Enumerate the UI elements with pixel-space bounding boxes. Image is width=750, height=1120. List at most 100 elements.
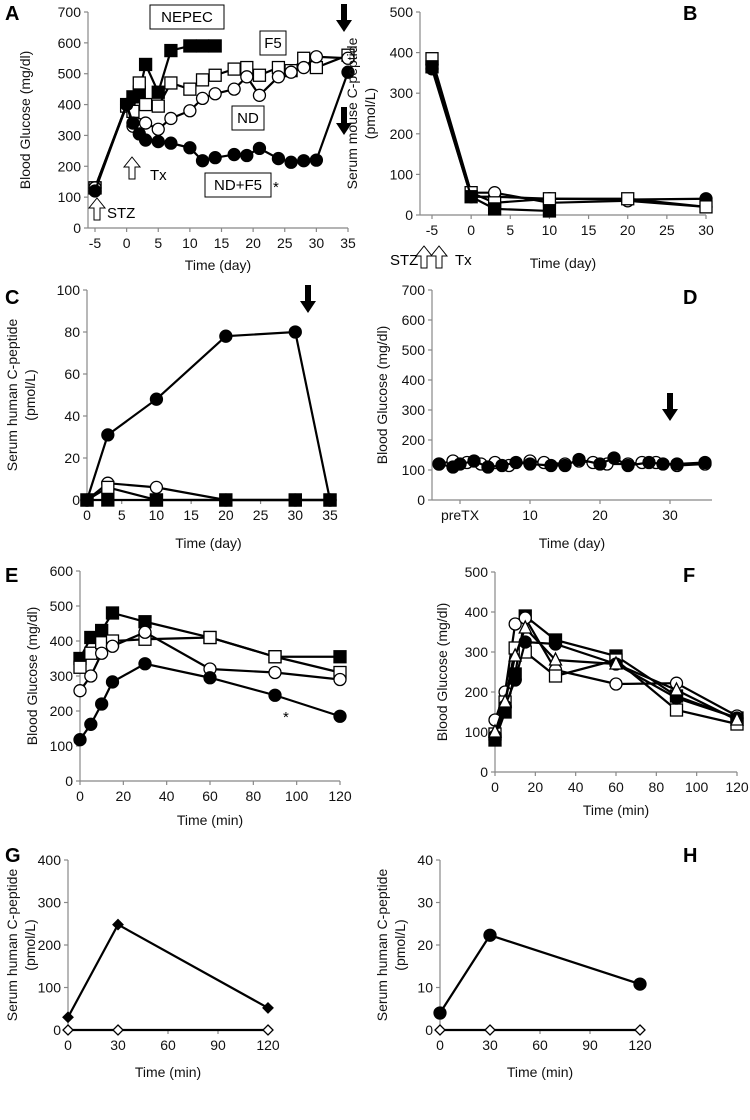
data-point — [227, 82, 241, 96]
data-point — [309, 50, 324, 64]
x-tick-label: 30 — [287, 507, 303, 523]
data-point — [183, 141, 197, 155]
data-point — [508, 647, 523, 662]
data-point — [208, 39, 222, 53]
data-point — [208, 150, 222, 165]
data-point — [95, 697, 109, 711]
y-axis-label: Serum mouse C-peptide — [344, 37, 360, 189]
series-ND+F5 — [80, 325, 337, 507]
annotation-label: ND+F5 — [214, 177, 262, 194]
x-tick-label: 10 — [182, 235, 198, 251]
data-point — [138, 57, 153, 72]
y-axis-label-unit: (pmol/L) — [362, 88, 378, 139]
down-arrow-icon — [662, 393, 678, 421]
series-NEPEC — [425, 60, 557, 218]
data-point — [105, 606, 120, 620]
data-point — [333, 650, 347, 664]
y-tick-label: 500 — [50, 598, 74, 614]
data-point — [105, 675, 120, 689]
x-tick-label: 0 — [123, 235, 131, 251]
series-ND+F5 — [88, 65, 355, 198]
y-tick-label: 400 — [50, 633, 74, 649]
x-tick-label: 40 — [568, 779, 584, 795]
annotation-label: Tx — [455, 252, 472, 269]
x-tick-label: 30 — [662, 507, 678, 523]
x-tick-label: 60 — [608, 779, 624, 795]
y-axis-label: Blood Glucose (mg/dl) — [434, 603, 450, 742]
x-tick-label: 0 — [436, 1037, 444, 1053]
series-open — [62, 1024, 274, 1036]
data-point — [195, 39, 210, 53]
panel-label: C — [5, 287, 19, 309]
y-tick-label: 100 — [38, 980, 62, 996]
x-axis-label: Time (day) — [530, 255, 596, 271]
data-point — [119, 97, 134, 112]
data-point — [297, 60, 311, 75]
x-tick-label: 120 — [725, 779, 749, 795]
x-tick-label: 40 — [159, 788, 175, 804]
annotation-box — [231, 105, 265, 131]
data-point — [542, 192, 557, 206]
data-point — [164, 136, 178, 150]
data-point — [203, 671, 217, 685]
annotation-box — [149, 4, 225, 30]
y-tick-label: 100 — [50, 738, 74, 754]
x-axis-label: Time (min) — [177, 812, 243, 828]
x-axis-label: Time (day) — [185, 257, 251, 273]
data-point — [208, 87, 222, 101]
x-tick-label: preTX — [441, 507, 480, 523]
x-tick-label: 0 — [64, 1037, 72, 1053]
y-tick-label: 0 — [417, 492, 425, 508]
data-point — [183, 82, 197, 96]
panel-label: A — [5, 3, 19, 25]
data-point — [341, 51, 355, 65]
y-axis-label-unit: (pmol/L) — [22, 369, 38, 420]
y-tick-label: 20 — [64, 450, 80, 466]
series-filled — [62, 918, 274, 1024]
y-tick-label: 600 — [58, 35, 82, 51]
annotation-box — [259, 30, 287, 56]
data-point — [183, 39, 197, 53]
x-axis-label: Time (min) — [135, 1064, 201, 1080]
data-point — [80, 493, 94, 507]
x-tick-label: 25 — [277, 235, 293, 251]
series-ND — [88, 50, 355, 195]
y-tick-label: 30 — [417, 895, 433, 911]
data-point — [698, 455, 712, 470]
up-arrow-icon — [87, 197, 107, 221]
data-point — [656, 457, 670, 471]
data-point — [151, 122, 165, 136]
x-tick-label: 5 — [154, 235, 162, 251]
data-point — [284, 155, 298, 169]
data-point — [548, 669, 563, 683]
y-tick-label: 200 — [402, 432, 426, 448]
data-point — [508, 617, 522, 631]
data-point — [464, 190, 478, 204]
data-point — [271, 70, 286, 84]
series-filled — [432, 451, 712, 474]
x-tick-label: 15 — [183, 507, 199, 523]
y-tick-label: 300 — [38, 895, 62, 911]
data-point — [138, 657, 152, 671]
data-point — [132, 76, 146, 90]
x-tick-label: 15 — [581, 222, 597, 238]
data-point — [149, 392, 164, 406]
y-tick-label: 0 — [65, 773, 73, 789]
x-tick-label: 30 — [110, 1037, 126, 1053]
panel-F: F 0 100 200 300 400 500 0 20 40 60 80 100 120 Time (mi… — [434, 564, 749, 818]
y-tick-label: 200 — [390, 126, 414, 142]
x-tick-label: 10 — [542, 222, 558, 238]
y-tick-label: 400 — [38, 852, 62, 868]
data-point — [73, 660, 87, 674]
y-tick-label: 100 — [57, 282, 81, 298]
x-tick-label: 10 — [522, 507, 538, 523]
data-point — [151, 85, 165, 99]
y-tick-label: 400 — [402, 372, 426, 388]
annotation-label: F5 — [264, 35, 282, 52]
data-point — [670, 457, 684, 471]
x-tick-label: 35 — [340, 235, 356, 251]
y-tick-label: 40 — [64, 408, 80, 424]
x-tick-label: 25 — [253, 507, 269, 523]
x-tick-label: 5 — [506, 222, 514, 238]
